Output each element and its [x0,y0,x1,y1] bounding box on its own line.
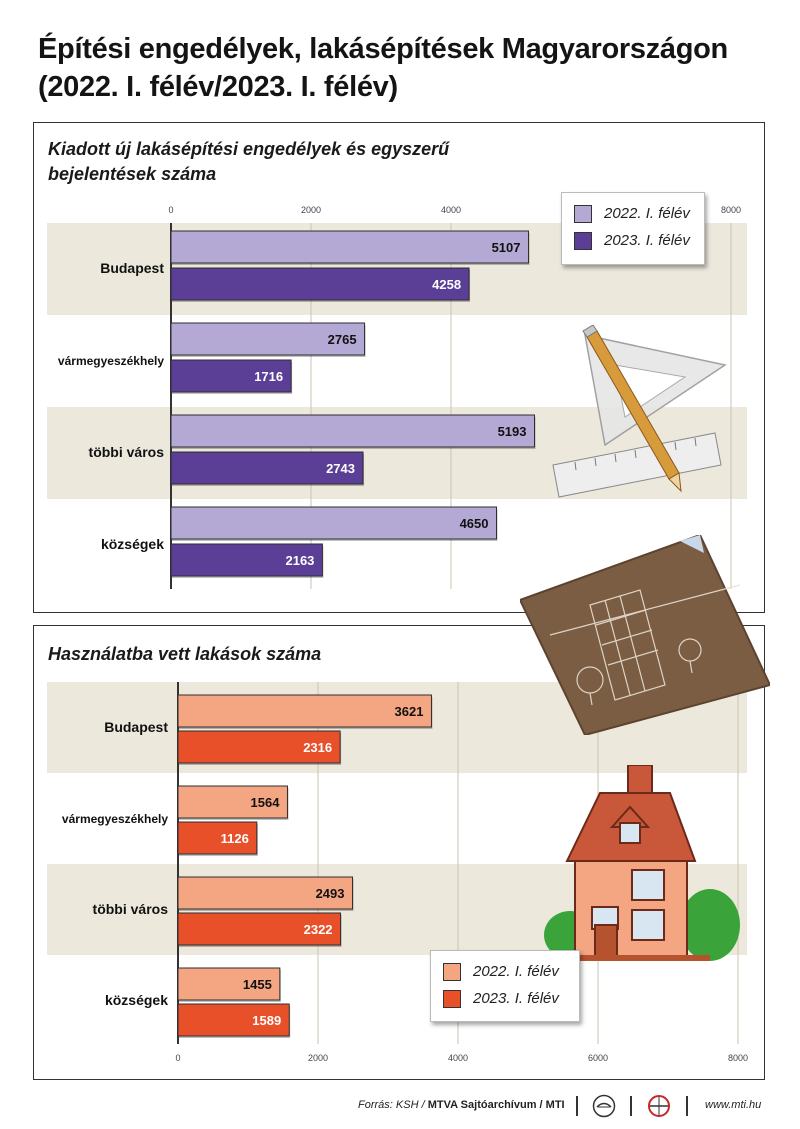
source-credit: Forrás: KSH / MTVA Sajtóarchívum / MTI [358,1099,565,1111]
tick-label: 2000 [308,1053,328,1063]
mtva-logo [592,1094,616,1118]
source-bold: MTVA Sajtóarchívum / MTI [427,1099,565,1111]
bar-value-label: 5107 [492,240,521,255]
bar-value-label: 1716 [254,369,283,384]
page-title: Építési engedélyek, lakásépítések Magyar… [38,30,758,106]
bar-value-label: 2493 [316,886,345,901]
legend-label-2022: 2022. I. félév [473,963,559,980]
page-title-line2: (2022. I. félév/2023. I. félév) [38,71,398,103]
bar-value-label: 2743 [326,461,355,476]
category-label: vármegyeszékhely [62,812,168,826]
tick-label: 0 [175,1053,180,1063]
category-label: többi város [89,444,165,460]
permits-chart-title: Kiadott új lakásépítési engedélyek és eg… [48,139,450,184]
category-label: többi város [93,901,169,917]
website-link[interactable]: www.mti.hu [705,1099,762,1111]
bar-value-label: 1126 [221,831,249,846]
category-label: Budapest [100,260,164,276]
category-label: községek [101,536,164,552]
bar-2022 [170,414,536,448]
legend-label-2023: 2023. I. félév [604,232,690,249]
bar-2023 [177,1003,290,1037]
tick-label: 8000 [728,1053,748,1063]
mti-logo [648,1095,670,1117]
legend-swatch-2022 [443,962,461,981]
bar-2022 [177,694,432,728]
bar-2023 [177,730,341,764]
bar-2022 [170,322,366,356]
tick-label: 2000 [301,205,321,215]
pencil-ruler-icon [552,325,727,498]
bar-value-label: 1589 [252,1013,281,1028]
legend-item-2022: 2022. I. félév [443,958,567,985]
house-icon [544,765,740,961]
legend-item-2023: 2023. I. félév [443,985,567,1012]
bar-value-label: 3621 [395,704,424,719]
legend-item-2023: 2023. I. félév [574,227,692,254]
bar-value-label: 4258 [432,277,461,292]
legend-swatch-2023 [443,989,461,1008]
permits-chart-panel: Kiadott új lakásépítési engedélyek és eg… [33,122,765,613]
source-plain: Forrás: KSH / [358,1099,428,1111]
bar-2022 [170,230,529,264]
bar-value-label: 2765 [328,332,357,347]
permits-legend: 2022. I. félév 2023. I. félév [561,192,705,265]
category-label: vármegyeszékhely [58,354,164,368]
tick-label: 4000 [441,205,461,215]
footer-divider [630,1096,632,1116]
bar-2022 [170,506,497,540]
bar-2023 [177,912,342,946]
legend-label-2022: 2022. I. félév [604,205,690,222]
bar-value-label: 2163 [285,553,314,568]
bar-2023 [170,543,323,577]
footer: Forrás: KSH / MTVA Sajtóarchívum / MTI w… [0,1094,800,1120]
tick-label: 8000 [721,205,741,215]
bar-value-label: 1564 [251,795,281,810]
bar-2022 [177,785,288,819]
bar-2023 [170,267,470,301]
blueprint-icon [520,535,770,735]
tick-label: 4000 [448,1053,468,1063]
bar-value-label: 5193 [498,424,527,439]
bar-value-label: 2316 [303,740,332,755]
bar-2023 [170,359,292,393]
bar-2023 [170,451,364,485]
bar-2023 [177,821,258,855]
legend-swatch-2023 [574,231,592,250]
completed-legend: 2022. I. félév 2023. I. félév [430,950,580,1022]
legend-swatch-2022 [574,204,592,223]
tick-label: 0 [168,205,173,215]
bar-value-label: 4650 [460,516,489,531]
bar-value-label: 2322 [304,922,333,937]
bar-2022 [177,876,354,910]
category-label: Budapest [104,719,168,735]
bar-2022 [177,967,281,1001]
page-title-line1: Építési engedélyek, lakásépítések Magyar… [38,33,728,65]
bar-value-label: 1455 [243,977,272,992]
category-label: községek [105,992,168,1008]
legend-item-2022: 2022. I. félév [574,200,692,227]
tick-label: 6000 [588,1053,608,1063]
footer-divider [686,1096,688,1116]
completed-chart-title: Használatba vett lakások száma [48,644,322,664]
footer-divider [576,1096,578,1116]
legend-label-2023: 2023. I. félév [473,990,559,1007]
